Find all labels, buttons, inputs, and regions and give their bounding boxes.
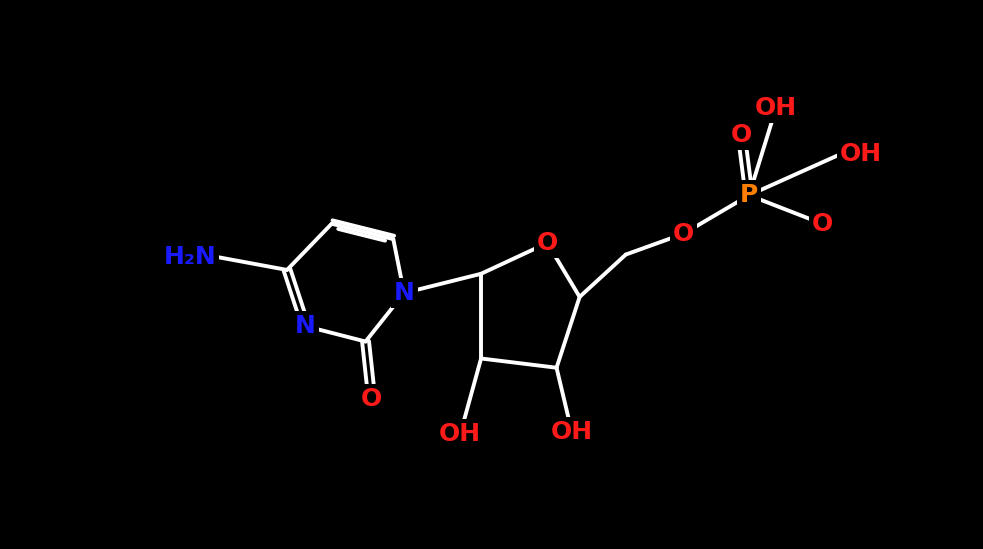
Text: O: O: [730, 123, 752, 147]
Text: N: N: [393, 281, 415, 305]
Text: H₂N: H₂N: [163, 245, 216, 269]
Text: O: O: [537, 231, 558, 255]
Text: OH: OH: [439, 422, 482, 446]
Text: O: O: [361, 386, 382, 411]
Text: OH: OH: [839, 142, 882, 166]
Text: OH: OH: [755, 96, 797, 120]
Text: N: N: [295, 314, 316, 338]
Text: P: P: [740, 183, 758, 207]
Text: O: O: [673, 222, 694, 246]
Text: O: O: [812, 212, 833, 236]
Text: OH: OH: [550, 421, 593, 444]
